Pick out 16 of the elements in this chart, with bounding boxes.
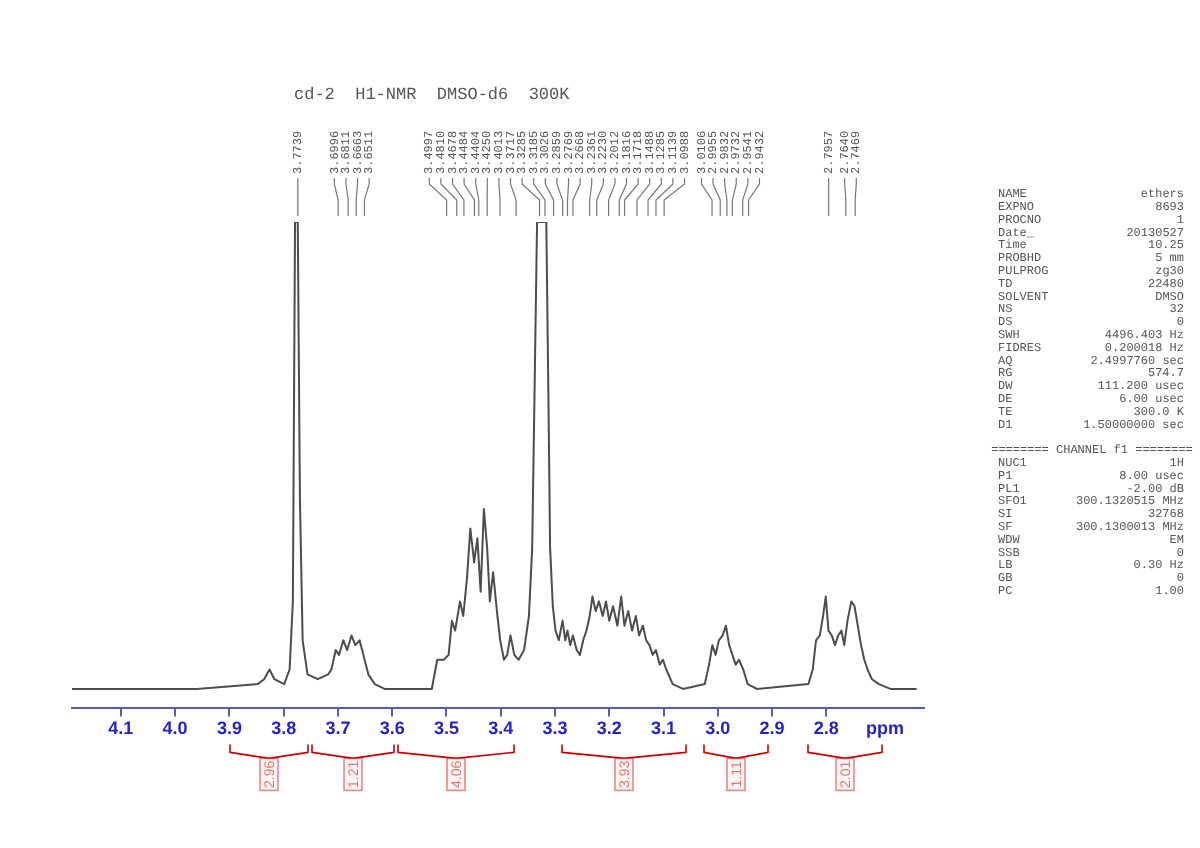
x-tick-label: 2.9 <box>759 718 785 739</box>
chart-title: cd-2 H1-NMR DMSO-d6 300K <box>294 84 572 105</box>
x-tick-label: 3.1 <box>651 718 677 739</box>
x-tick-label: 3.5 <box>433 718 459 739</box>
x-tick-label: 3.6 <box>379 718 405 739</box>
x-tick-label: 3.8 <box>271 718 297 739</box>
x-tick-label: 3.9 <box>216 718 242 739</box>
x-tick-label: 3.7 <box>325 718 351 739</box>
x-tick-label: 4.0 <box>162 718 188 739</box>
x-axis-title: ppm <box>866 718 904 739</box>
x-tick-label: 2.8 <box>813 718 839 739</box>
x-tick-label: 3.4 <box>488 718 514 739</box>
x-tick-label: 3.2 <box>596 718 622 739</box>
x-tick-label: 3.3 <box>542 718 568 739</box>
x-tick-label: 4.1 <box>108 718 134 739</box>
x-tick-label: 3.0 <box>705 718 731 739</box>
